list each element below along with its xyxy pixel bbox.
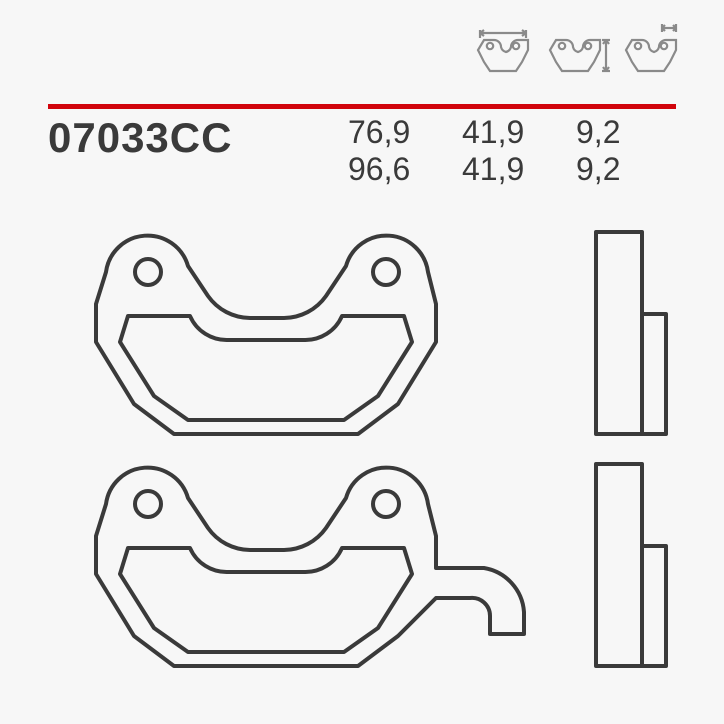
dim-width: 96,6 (348, 151, 462, 188)
pad-lower (96, 468, 524, 666)
pad-upper (96, 236, 436, 434)
accent-rule (48, 96, 676, 101)
height-legend-icon (546, 18, 612, 84)
dim-thick: 9,2 (576, 151, 656, 188)
table-row: 96,6 41,9 9,2 (348, 151, 656, 188)
part-number: 07033CC (48, 114, 232, 162)
width-legend-icon (470, 18, 536, 84)
side-profile-upper (596, 232, 666, 434)
thickness-legend-icon (622, 18, 688, 84)
dim-height: 41,9 (462, 114, 576, 151)
dim-width: 76,9 (348, 114, 462, 151)
side-profile-lower (596, 464, 666, 666)
dim-height: 41,9 (462, 151, 576, 188)
dim-thick: 9,2 (576, 114, 656, 151)
technical-drawing (36, 214, 688, 694)
dimensions-table: 76,9 41,9 9,2 96,6 41,9 9,2 (348, 114, 656, 188)
table-row: 76,9 41,9 9,2 (348, 114, 656, 151)
dimension-legend (470, 18, 688, 84)
